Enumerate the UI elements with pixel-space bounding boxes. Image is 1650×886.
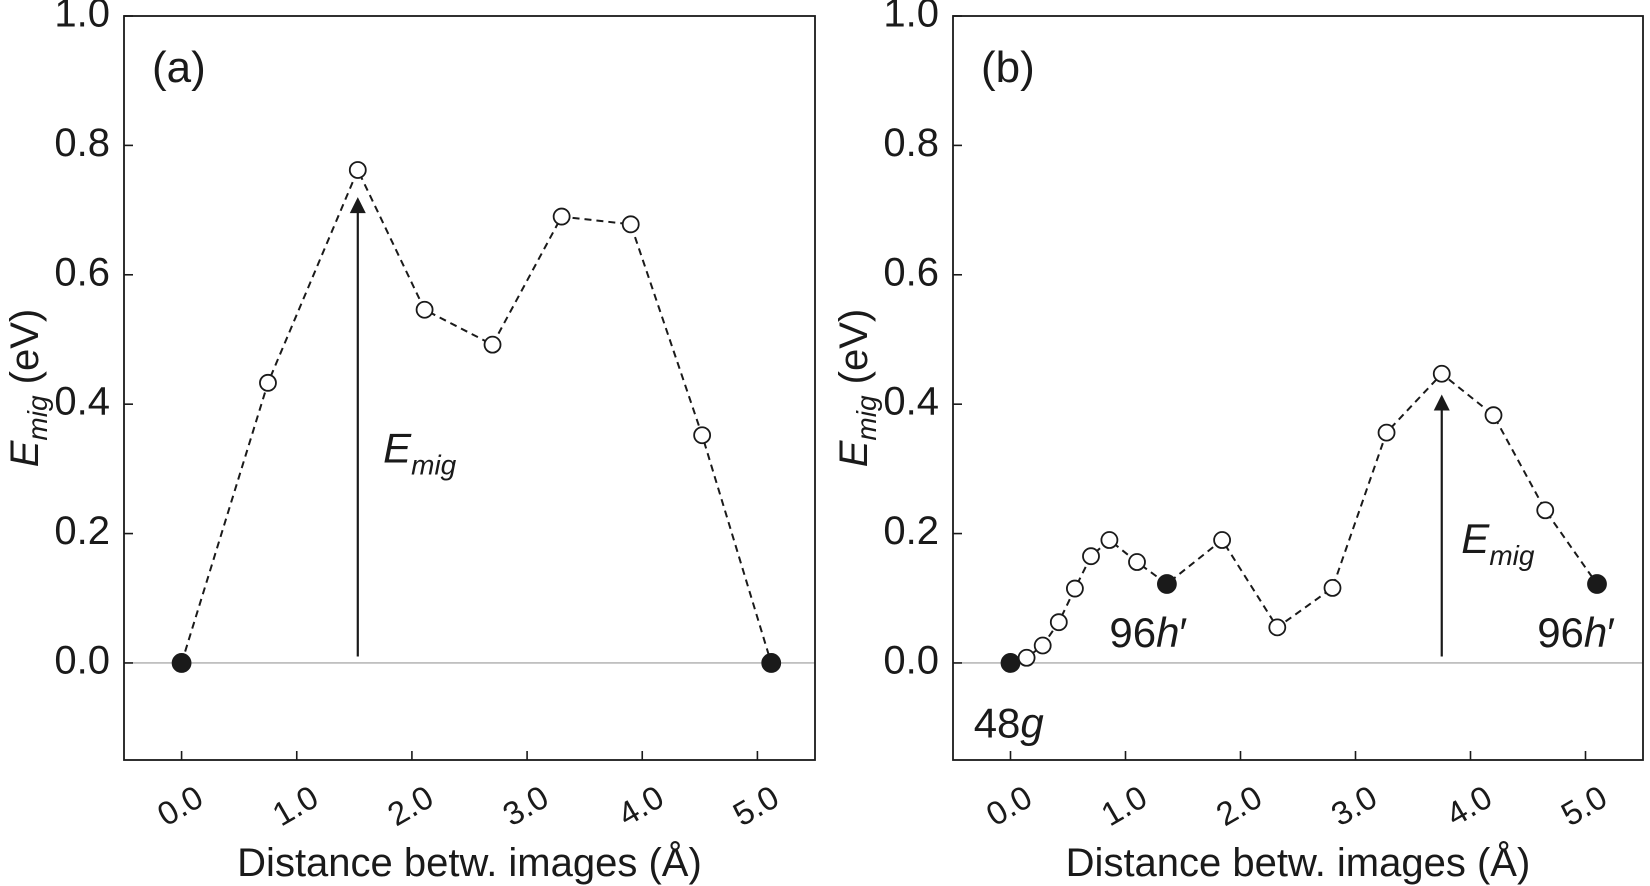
y-tick-label: 0.2 — [883, 509, 939, 553]
y-axis-label-sub: mig — [22, 395, 53, 441]
panel-b: 0.0 0.2 0.4 0.6 0.8 1.0 0.0 1.0 2.0 3.0 4.0 5.0 Dist… — [832, 0, 1644, 885]
annotation: 48g — [974, 699, 1044, 746]
annotation-prime: ′ — [1607, 609, 1615, 656]
annotation: 96h′ — [1109, 609, 1187, 656]
annotation-italic: g — [1020, 699, 1043, 746]
annotation-main: 96 — [1537, 609, 1584, 656]
x-axis-label: Distance betw. images (Å) — [1066, 840, 1531, 885]
y-tick-label: 0.6 — [54, 250, 110, 294]
y-tick-label: 0.0 — [54, 639, 110, 683]
x-tick-label: 4.0 — [612, 778, 670, 833]
arrow-head — [1433, 394, 1450, 411]
annotation-main: 96 — [1109, 609, 1156, 656]
annotation-sub: mig — [1489, 540, 1535, 571]
data-point-open — [348, 161, 367, 179]
data-point-open — [415, 300, 434, 319]
data-point-open — [552, 207, 571, 226]
y-tick-label: 0.8 — [54, 121, 110, 165]
data-point-open — [483, 335, 502, 354]
data-point-open — [693, 426, 712, 445]
annotation-prime: ′ — [1179, 609, 1187, 656]
x-tick-label: 5.0 — [1555, 778, 1613, 833]
y-tick-label: 1.0 — [883, 0, 939, 36]
data-point-filled — [1587, 574, 1607, 594]
data-point-filled — [1000, 653, 1021, 673]
data-point-filled — [1157, 574, 1177, 594]
axes-frame — [123, 15, 816, 761]
panel-label: (b) — [981, 43, 1035, 92]
x-tick-label: 1.0 — [266, 778, 324, 833]
panel-label: (a) — [152, 43, 206, 92]
y-axis-label-sub: mig — [851, 395, 882, 441]
x-tick-label: 5.0 — [727, 778, 785, 833]
y-tick-label: 1.0 — [54, 0, 110, 36]
series-line — [180, 167, 773, 664]
y-axis-label: Emig (eV) — [832, 309, 882, 468]
y-axis-label: Emig (eV) — [3, 309, 53, 468]
y-tick-label: 0.2 — [54, 509, 110, 553]
y-axis-label-unit: (eV) — [3, 309, 47, 396]
y-tick-label: 0.8 — [883, 121, 939, 165]
data-point-open — [1033, 636, 1052, 655]
data-point-open — [1017, 648, 1036, 667]
annotation-italic: h — [1584, 609, 1607, 656]
y-tick-label: 0.0 — [883, 639, 939, 683]
annotation: Emig — [383, 424, 457, 480]
data-point-open — [621, 215, 640, 234]
data-point-open — [1128, 553, 1146, 571]
annotation: Emig — [1461, 515, 1535, 571]
annotation-main: 48 — [974, 699, 1021, 746]
data-point-open — [1484, 406, 1503, 425]
x-axis-label: Distance betw. images (Å) — [237, 840, 702, 885]
data-point-filled — [171, 653, 192, 673]
y-tick-label: 0.6 — [883, 250, 939, 294]
x-tick-label: 0.0 — [980, 778, 1038, 833]
y-tick-label: 0.4 — [883, 380, 939, 424]
data-point-open — [1066, 579, 1084, 598]
y-axis-label-main: E — [832, 439, 876, 467]
axes-frame — [952, 15, 1644, 761]
annotation-main: E — [1461, 515, 1490, 562]
annotation: 96h′ — [1537, 609, 1615, 656]
x-tick-label: 2.0 — [1210, 778, 1268, 833]
x-tick-label: 4.0 — [1440, 778, 1498, 833]
data-point-open — [1432, 364, 1451, 383]
y-tick-label: 0.4 — [54, 380, 110, 424]
x-tick-label: 0.0 — [151, 778, 209, 833]
data-point-open — [1536, 501, 1555, 520]
data-point-open — [259, 373, 277, 392]
x-tick-label: 3.0 — [496, 778, 554, 833]
data-point-open — [1100, 531, 1119, 549]
x-tick-label: 1.0 — [1095, 778, 1153, 833]
y-axis-label-main: E — [3, 439, 47, 467]
y-axis-label-unit: (eV) — [832, 309, 876, 396]
data-point-filled — [761, 653, 782, 673]
series-line — [1010, 372, 1598, 664]
data-point-open — [1082, 547, 1100, 566]
panel-a: 0.0 0.2 0.4 0.6 0.8 1.0 0.0 1.0 2.0 3.0 4.0 5.0 Dist… — [3, 0, 816, 885]
annotation-sub: mig — [411, 449, 457, 480]
data-point-open — [1377, 423, 1396, 442]
annotation-italic: h — [1156, 609, 1179, 656]
annotation-main: E — [383, 424, 412, 471]
data-point-open — [1323, 579, 1342, 597]
x-tick-label: 2.0 — [381, 778, 439, 833]
data-point-open — [1049, 613, 1068, 632]
data-point-open — [1213, 531, 1231, 549]
data-point-open — [1268, 618, 1287, 637]
x-tick-label: 3.0 — [1325, 778, 1383, 833]
arrow-head — [349, 197, 366, 214]
